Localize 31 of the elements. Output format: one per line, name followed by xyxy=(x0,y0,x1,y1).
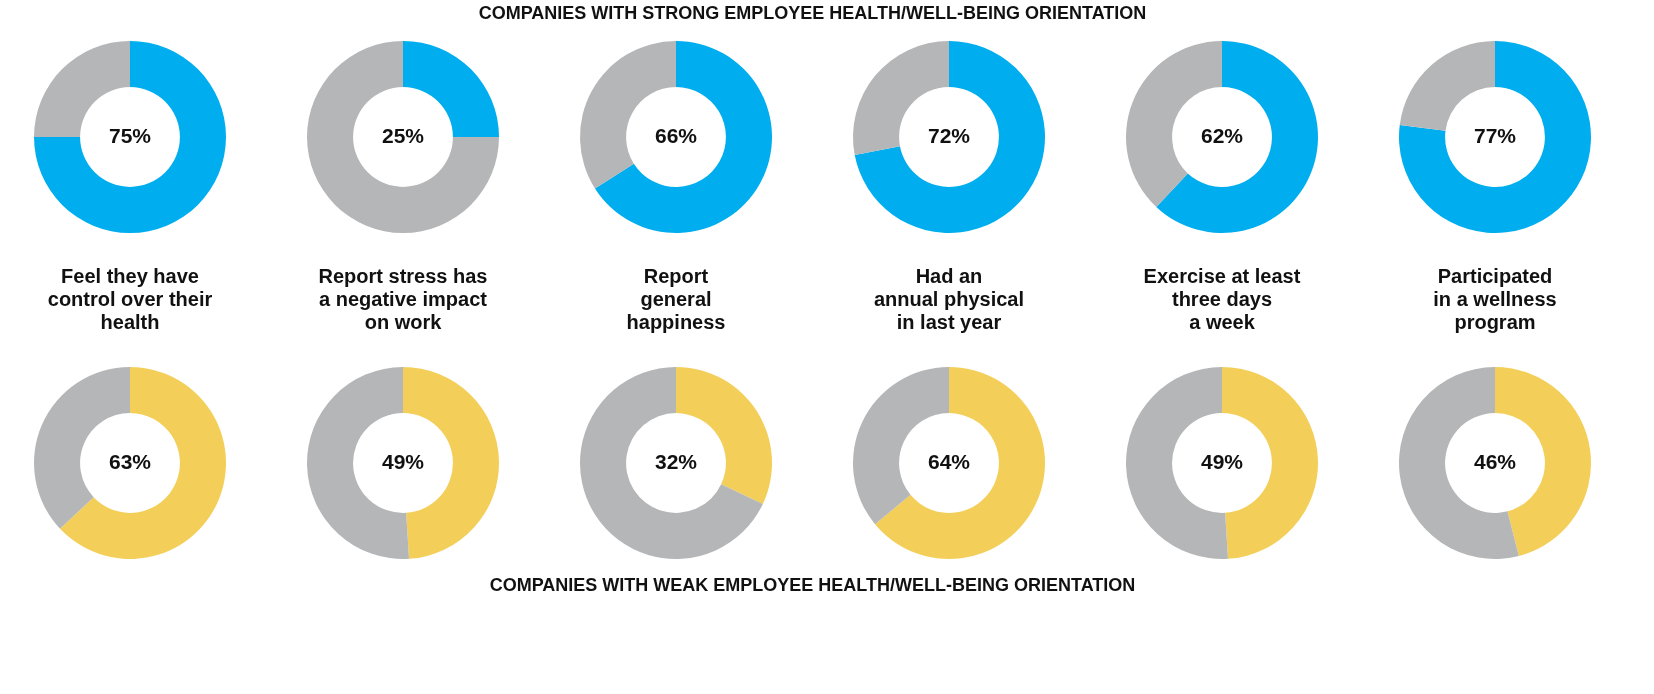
donut-slice xyxy=(594,41,772,233)
data-label: 25% xyxy=(381,124,425,147)
data-label: 72% xyxy=(927,124,971,147)
text: Feel they have control over their health xyxy=(47,265,213,333)
data-label: 49% xyxy=(381,450,425,473)
data-label: 63% xyxy=(108,450,152,473)
donut-slice xyxy=(34,41,226,233)
data-label: 62% xyxy=(1200,124,1244,147)
text: Participated in a wellness program xyxy=(1433,265,1557,333)
data-label: 66% xyxy=(654,124,698,147)
text: Exercise at least three days a week xyxy=(1143,265,1301,333)
data-label: 64% xyxy=(927,450,971,473)
donut-slice xyxy=(1399,367,1519,559)
donut-slice xyxy=(875,367,1045,559)
text: Had an annual physical in last year xyxy=(873,265,1025,333)
donut-slice xyxy=(580,367,763,559)
data-label: 77% xyxy=(1473,124,1517,147)
text: COMPANIES WITH STRONG EMPLOYEE HEALTH/WELL-BEING ORIENTATION xyxy=(478,3,1147,23)
donut-slice xyxy=(854,41,1045,233)
donut-slice xyxy=(307,41,499,233)
donut-slice xyxy=(1156,41,1318,233)
data-label: 49% xyxy=(1200,450,1244,473)
data-label: 32% xyxy=(654,450,698,473)
donut-slice xyxy=(1399,41,1495,131)
text: Report stress has a negative impact on work xyxy=(318,265,488,333)
text: Report general happiness xyxy=(626,265,726,333)
data-label: 46% xyxy=(1473,450,1517,473)
data-label: 75% xyxy=(108,124,152,147)
text: COMPANIES WITH WEAK EMPLOYEE HEALTH/WELL-BEING ORIENTATION xyxy=(489,575,1136,595)
donut-slice xyxy=(1399,41,1591,233)
donut-slice xyxy=(60,367,226,559)
